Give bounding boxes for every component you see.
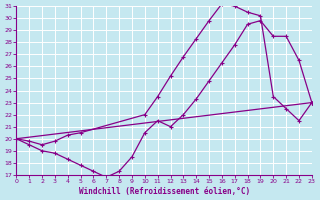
X-axis label: Windchill (Refroidissement éolien,°C): Windchill (Refroidissement éolien,°C) (78, 187, 250, 196)
